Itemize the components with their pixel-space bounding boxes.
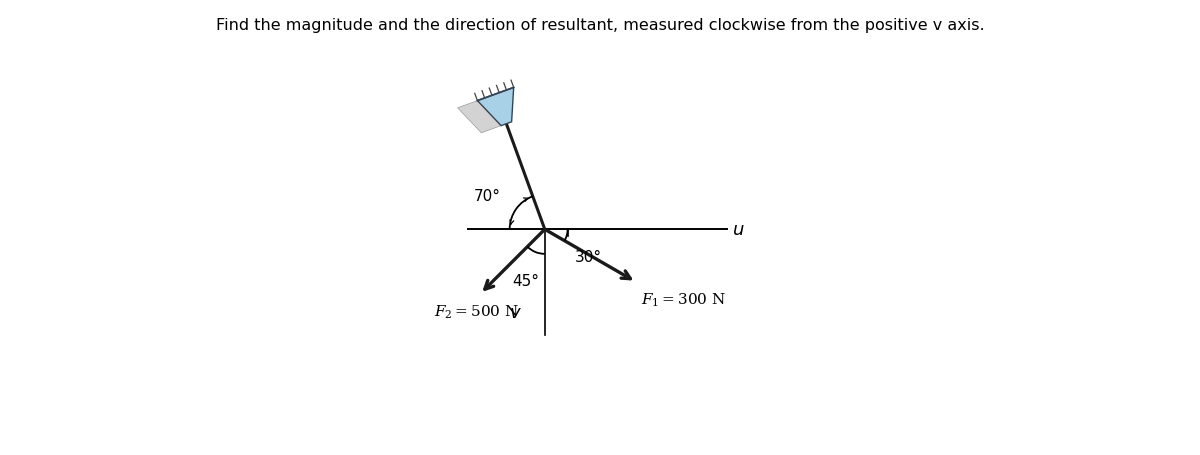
Polygon shape [478, 88, 514, 126]
Text: v: v [510, 303, 521, 321]
Text: 30°: 30° [575, 249, 601, 264]
Text: u: u [733, 221, 744, 239]
Text: 45°: 45° [512, 273, 539, 288]
Polygon shape [457, 92, 504, 133]
Text: $F_1 = 300\ \mathrm{N}$: $F_1 = 300\ \mathrm{N}$ [641, 291, 726, 308]
Text: Find the magnitude and the direction of resultant, measured clockwise from the p: Find the magnitude and the direction of … [216, 18, 984, 33]
Text: 70°: 70° [473, 189, 500, 204]
Text: $F_2 = 500\ \mathrm{N}$: $F_2 = 500\ \mathrm{N}$ [434, 303, 520, 320]
